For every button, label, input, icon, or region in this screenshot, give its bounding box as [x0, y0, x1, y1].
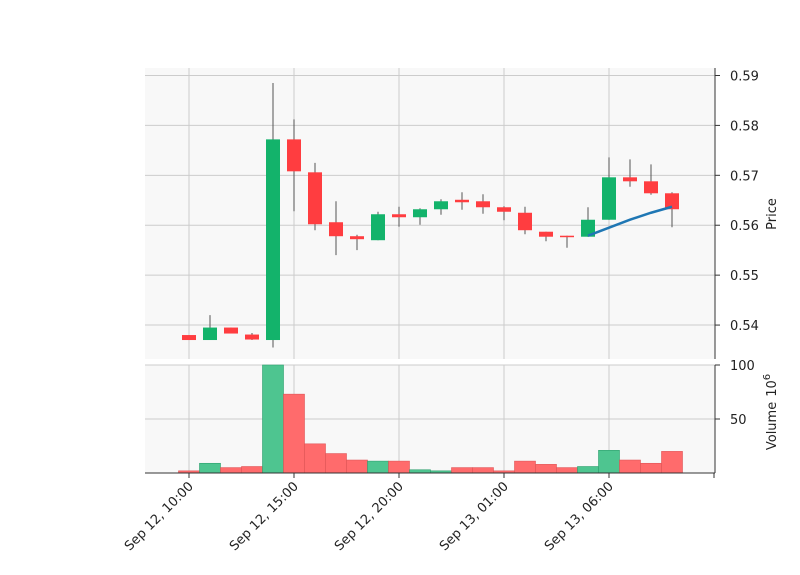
candle-body — [623, 177, 637, 182]
volume-bar — [598, 450, 620, 474]
candle-body — [497, 207, 511, 212]
volume-bar — [472, 467, 494, 474]
candle-body — [182, 335, 196, 341]
candle-body — [308, 172, 322, 225]
overlay-line — [587, 205, 673, 237]
volume-bar — [619, 459, 641, 474]
volume-bar — [346, 459, 368, 474]
candle-body — [413, 209, 427, 218]
x-tick-label: Sep 12, 15:00 — [227, 479, 302, 554]
x-tick-label: Sep 13, 06:00 — [542, 479, 617, 554]
grid-lines — [145, 68, 715, 473]
candle-body — [203, 327, 217, 341]
price-tick-label: 0.57 — [730, 169, 759, 184]
price-axis-title: Price — [765, 198, 780, 230]
volume-bar — [388, 460, 410, 474]
volume-bar — [325, 453, 347, 474]
candle-body — [434, 201, 448, 210]
price-tick-label: 0.56 — [730, 219, 759, 234]
candle-body — [665, 193, 679, 210]
price-tick-label: 0.55 — [730, 269, 759, 284]
price-tick-label: 0.59 — [730, 69, 759, 84]
candle-body — [287, 139, 301, 172]
candle-body — [581, 219, 595, 237]
candle-body — [329, 222, 343, 237]
candle-body — [518, 212, 532, 231]
x-tick-label: Sep 12, 20:00 — [332, 479, 407, 554]
candle-body — [266, 139, 280, 341]
price-tick-label: 0.58 — [730, 119, 759, 134]
volume-bar — [577, 466, 599, 474]
volume-axis-exponent: 6 — [762, 374, 773, 380]
volume-bar — [199, 462, 221, 474]
price-tick-label: 0.54 — [730, 319, 759, 334]
volume-axis-title: Volume 106 — [762, 374, 780, 450]
candles — [182, 82, 679, 348]
volume-bar — [262, 364, 284, 474]
price-panel-background — [145, 68, 715, 359]
volume-bar — [535, 464, 557, 474]
volume-bar — [640, 462, 662, 474]
volume-bar — [241, 466, 263, 474]
candle-body — [644, 181, 658, 194]
volume-bar — [220, 467, 242, 474]
candle-body — [392, 214, 406, 218]
candle-body — [455, 199, 469, 203]
overlay-trend-line — [587, 205, 673, 237]
volume-bar — [556, 467, 578, 474]
x-tick-label: Sep 13, 01:00 — [437, 479, 512, 554]
candle-body — [245, 334, 259, 340]
volume-axis-label: Volume — [765, 402, 780, 450]
volume-bar — [283, 393, 305, 474]
volume-bar — [451, 467, 473, 474]
candle-body — [602, 177, 616, 220]
x-tick-label: Sep 12, 10:00 — [122, 479, 197, 554]
candle-body — [476, 201, 490, 208]
candle-body — [350, 236, 364, 240]
candle-body — [371, 214, 385, 241]
volume-bar — [661, 451, 683, 474]
candle-body — [224, 327, 238, 334]
candle-body — [560, 235, 574, 238]
volume-tick-label: 50 — [730, 413, 747, 428]
volume-tick-label: 100 — [730, 359, 755, 374]
volume-bar — [514, 460, 536, 474]
candle-body — [539, 231, 553, 237]
volume-bar — [304, 443, 326, 474]
volume-bars — [178, 364, 683, 474]
volume-bar — [367, 460, 389, 474]
volume-axis-unit: 10 — [765, 380, 780, 397]
